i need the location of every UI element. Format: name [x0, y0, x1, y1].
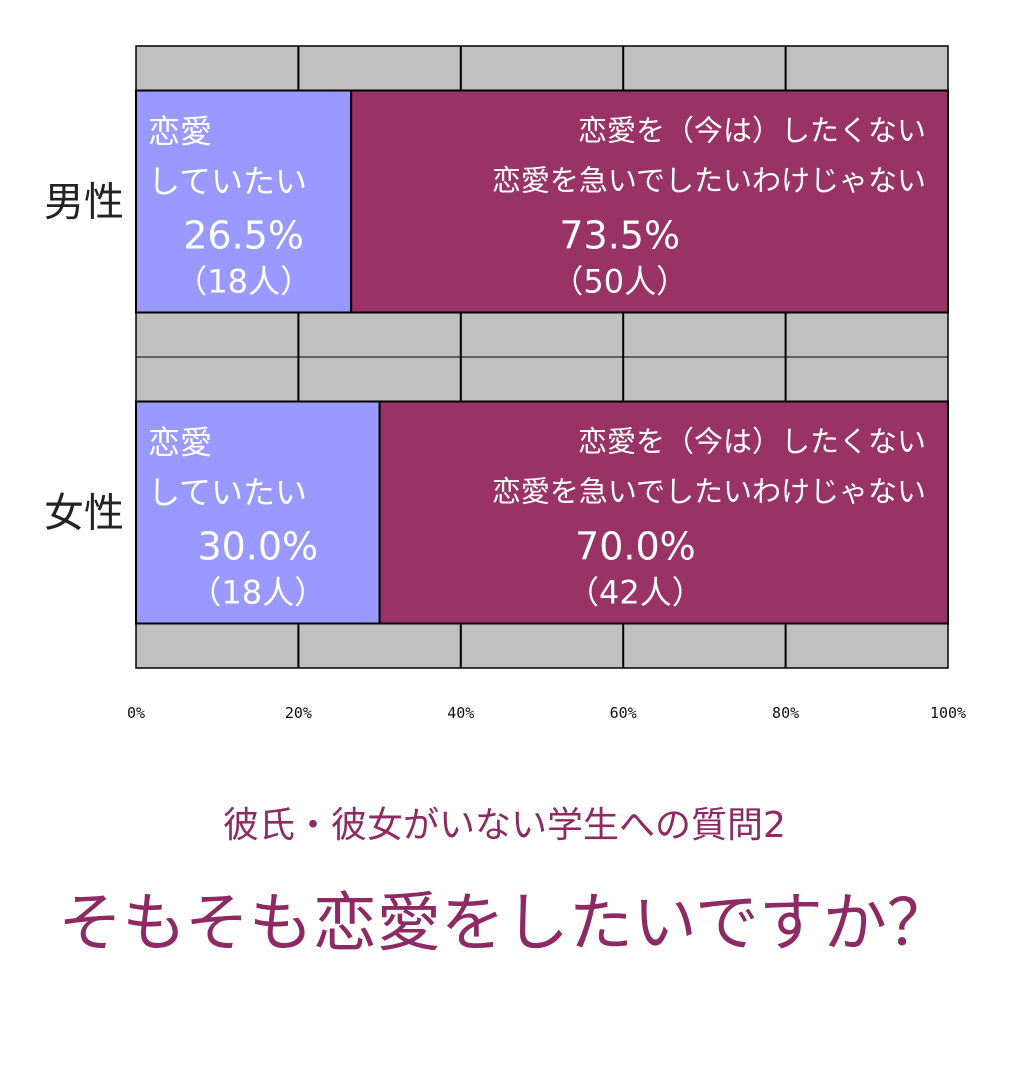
- segment-label: 恋愛を（今は）したくない: [578, 425, 926, 459]
- segment-label: 恋愛を急いでしたいわけじゃない: [492, 475, 926, 509]
- bar-segment: [378, 400, 950, 625]
- category-label: 女性: [44, 491, 124, 537]
- segment-label: 恋愛: [148, 424, 212, 462]
- x-tick-label: 0%: [127, 704, 145, 722]
- value-label: 26.5%: [183, 214, 304, 258]
- count-label: （42人）: [567, 574, 704, 612]
- count-label: （18人）: [189, 574, 326, 612]
- chart-title: そもそも恋愛をしたいですか？: [58, 887, 951, 961]
- chart-subtitle: 彼氏・彼女がいない学生への質問2: [223, 805, 786, 846]
- bar-segment: [350, 89, 949, 314]
- category-label: 男性: [44, 180, 124, 226]
- count-label: （18人）: [175, 263, 312, 301]
- segment-label: していたい: [148, 474, 307, 512]
- x-tick-label: 60%: [610, 704, 637, 722]
- x-tick-label: 100%: [930, 704, 966, 722]
- x-tick-label: 40%: [447, 704, 474, 722]
- segment-label: 恋愛を（今は）したくない: [578, 114, 926, 148]
- x-tick-label: 20%: [285, 704, 312, 722]
- bar-segment: [135, 89, 353, 314]
- stacked-bar-chart: 男性恋愛していたい26.5%（18人）恋愛を（今は）したくない恋愛を急いでしたい…: [44, 45, 966, 722]
- bar-segment: [135, 400, 381, 625]
- value-label: 70.0%: [575, 525, 696, 569]
- segment-label: していたい: [148, 163, 307, 201]
- count-label: （50人）: [551, 263, 688, 301]
- value-label: 73.5%: [559, 214, 680, 258]
- segment-label: 恋愛を急いでしたいわけじゃない: [492, 164, 926, 198]
- value-label: 30.0%: [197, 525, 318, 569]
- x-tick-label: 80%: [772, 704, 799, 722]
- segment-label: 恋愛: [148, 113, 212, 151]
